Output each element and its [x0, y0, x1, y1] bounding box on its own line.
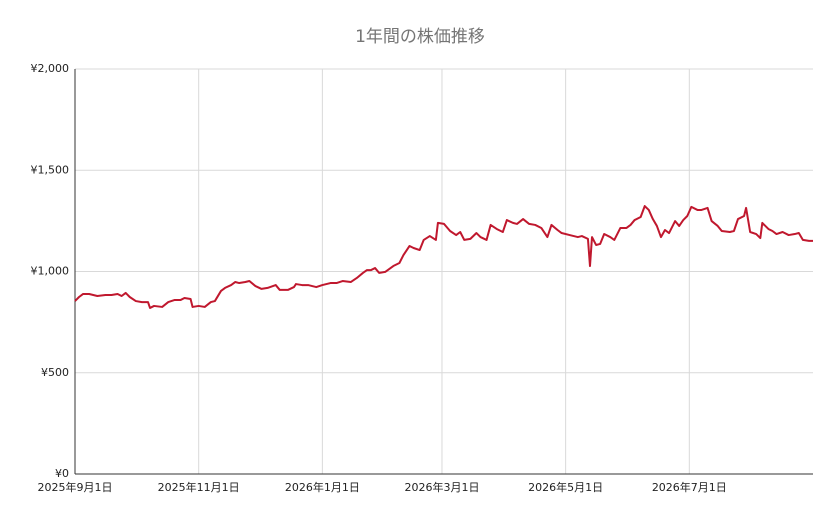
y-tick-label: ¥500 [41, 366, 69, 379]
price-line [74, 205, 813, 309]
y-tick-label: ¥1,000 [31, 265, 70, 278]
x-tick-label: 2026年1月1日 [285, 480, 360, 494]
x-tick-label: 2026年5月1日 [528, 480, 603, 494]
x-tick-label: 2025年11月1日 [158, 480, 240, 494]
x-tick-label: 2025年9月1日 [38, 480, 113, 494]
x-tick-label: 2026年3月1日 [404, 480, 479, 494]
chart-title: 1年間の株価推移 [355, 27, 485, 47]
y-tick-label: ¥0 [55, 467, 69, 480]
x-tick-label: 2026年7月1日 [652, 480, 727, 494]
y-tick-label: ¥2,000 [31, 62, 70, 75]
y-tick-label: ¥1,500 [31, 163, 70, 176]
